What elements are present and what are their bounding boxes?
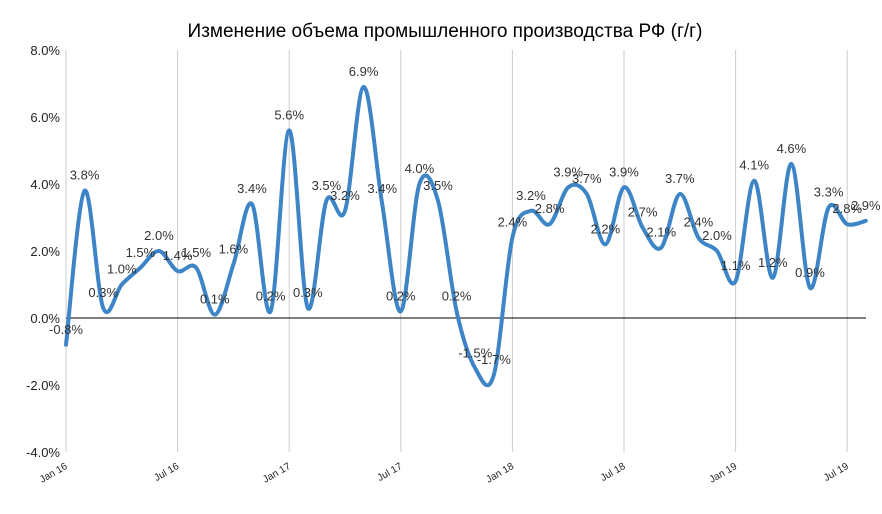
data-label: 1.5% <box>126 245 156 260</box>
data-label: 3.8% <box>70 168 100 183</box>
data-label: 3.2% <box>330 188 360 203</box>
y-tick-label: -2.0% <box>26 378 60 393</box>
series-line <box>64 84 868 388</box>
data-label: 3.7% <box>572 171 602 186</box>
y-tick-label: 0.0% <box>30 311 60 326</box>
data-label: 2.1% <box>646 225 676 240</box>
data-label: 3.3% <box>814 184 844 199</box>
data-label: 2.8% <box>535 201 565 216</box>
data-label: 2.0% <box>144 228 174 243</box>
data-label: 2.8% <box>832 201 862 216</box>
data-label: -1.5% <box>458 345 492 360</box>
x-tick-label: Jul 19 <box>822 461 851 484</box>
data-label: 0.1% <box>200 292 230 307</box>
data-label: 1.2% <box>758 255 788 270</box>
data-label: 4.1% <box>739 158 769 173</box>
y-tick-label: 2.0% <box>30 244 60 259</box>
data-label: -1.7% <box>477 352 511 367</box>
x-axis: Jan 16 Jul 16 Jan 17 Jul 17 Jan 18 Jul 18 Jan … <box>38 461 851 486</box>
data-label: 0.3% <box>88 285 118 300</box>
data-label: 0.3% <box>293 285 323 300</box>
data-label: 2.2% <box>591 221 621 236</box>
data-label: 1.4% <box>163 248 193 263</box>
data-label: 3.5% <box>312 178 342 193</box>
data-label: 0.2% <box>386 288 416 303</box>
y-tick-label: 8.0% <box>30 43 60 58</box>
grid-lines <box>65 50 866 452</box>
data-label: 3.9% <box>609 164 639 179</box>
data-label: 2.4% <box>498 215 528 230</box>
y-tick-label: 6.0% <box>30 110 60 125</box>
x-tick-label: Jan 17 <box>261 461 293 486</box>
data-label: 1.0% <box>107 262 137 277</box>
data-label: 0.9% <box>795 265 825 280</box>
y-axis: -4.0% -2.0% 0.0% 2.0% 4.0% 6.0% 8.0% <box>26 43 60 460</box>
x-tick-label: Jul 17 <box>376 461 405 484</box>
data-label: 3.4% <box>367 181 397 196</box>
data-label: 2.9% <box>851 198 881 213</box>
data-label: 6.9% <box>349 64 379 79</box>
data-label: 4.0% <box>405 161 435 176</box>
data-label: 3.7% <box>665 171 695 186</box>
y-tick-label: 4.0% <box>30 177 60 192</box>
data-label: 3.2% <box>516 188 546 203</box>
data-labels: -0.8%3.8%0.3%1.0%1.5%2.0%1.4%1.5%0.1%1.6… <box>49 64 881 367</box>
data-label: 1.6% <box>219 241 249 256</box>
data-label: 2.0% <box>702 228 732 243</box>
data-label: 3.9% <box>553 164 583 179</box>
data-label: 0.2% <box>256 288 286 303</box>
data-label: 2.7% <box>628 205 658 220</box>
data-label: -0.8% <box>49 322 83 337</box>
data-label: 1.5% <box>181 245 211 260</box>
data-label: 4.6% <box>777 141 807 156</box>
x-tick-label: Jan 19 <box>708 461 740 486</box>
data-label: 3.4% <box>237 181 267 196</box>
data-label: 3.5% <box>423 178 453 193</box>
y-tick-label: -4.0% <box>26 445 60 460</box>
data-label: 1.1% <box>721 258 751 273</box>
chart-title: Изменение объема промышленного производс… <box>188 21 703 42</box>
x-tick-label: Jan 18 <box>484 461 516 486</box>
data-label: 0.2% <box>442 288 472 303</box>
x-tick-label: Jul 16 <box>152 461 181 484</box>
data-label: 2.4% <box>684 215 714 230</box>
x-tick-label: Jan 16 <box>38 461 70 486</box>
data-label: 5.6% <box>274 107 304 122</box>
x-tick-label: Jul 18 <box>599 461 628 484</box>
